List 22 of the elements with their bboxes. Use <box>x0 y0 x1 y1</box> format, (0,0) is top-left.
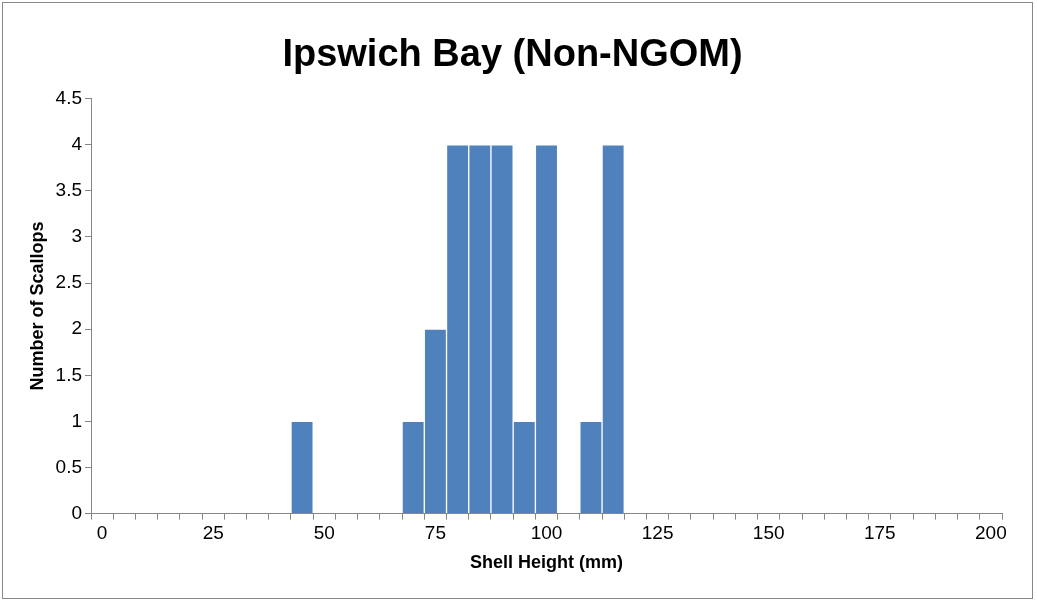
y-tick-label: 3.5 <box>55 179 83 201</box>
y-tick-label: 1 <box>71 409 83 431</box>
x-tick-label: 175 <box>863 522 896 544</box>
x-tick-label: 50 <box>313 522 335 544</box>
chart-title: Ipswich Bay (Non-NGOM) <box>282 32 743 75</box>
x-tick-label: 100 <box>530 522 563 544</box>
x-tick-label: 75 <box>424 522 446 544</box>
x-axis-title: Shell Height (mm) <box>470 552 624 573</box>
y-tick-label: 4 <box>71 132 83 154</box>
y-tick-label: 1.5 <box>55 363 83 385</box>
x-tick-label: 0 <box>96 522 108 544</box>
y-tick-label: 4.5 <box>55 86 83 108</box>
y-tick-label: 0 <box>71 501 83 523</box>
x-tick-label: 150 <box>752 522 785 544</box>
x-tick-label: 200 <box>975 522 1007 544</box>
y-tick-label: 2.5 <box>55 271 83 293</box>
x-tick-label: 125 <box>641 522 674 544</box>
x-tick-label: 25 <box>202 522 224 544</box>
y-tick-label: 0.5 <box>55 455 83 477</box>
y-axis-title: Number of Scallops <box>26 221 47 391</box>
y-tick-label: 3 <box>71 225 83 247</box>
y-tick-label: 2 <box>71 317 83 339</box>
